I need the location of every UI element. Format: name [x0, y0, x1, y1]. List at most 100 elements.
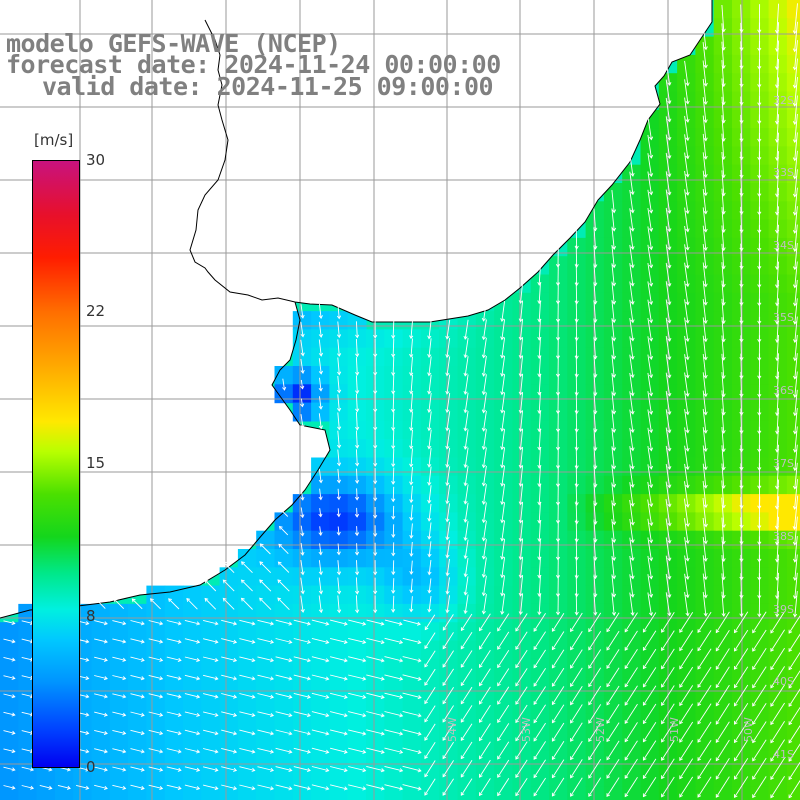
wind-arrow-head — [354, 551, 360, 556]
wind-arrow-head — [624, 683, 629, 688]
wind-arrow-head — [427, 372, 432, 377]
wind-speed-cell — [201, 658, 221, 678]
wind-speed-cell — [786, 420, 800, 440]
wind-speed-cell — [311, 512, 330, 532]
wind-speed-cell — [347, 786, 367, 800]
wind-arrow-head — [752, 794, 756, 799]
wind-arrow-head — [122, 657, 127, 662]
wind-speed-cell — [622, 622, 642, 642]
wind-arrow-head — [648, 593, 654, 598]
wind-speed-cell — [475, 384, 495, 404]
wind-arrow-head — [442, 626, 447, 631]
lat-label-33s: 33S — [773, 166, 794, 179]
wind-speed-cell — [549, 640, 568, 660]
wind-arrow-head — [570, 628, 574, 633]
wind-speed-cell — [512, 658, 532, 678]
wind-arrow-head — [685, 411, 690, 416]
wind-arrow-head — [570, 646, 574, 651]
wind-arrow-head — [792, 229, 798, 234]
wind-arrow-head — [588, 664, 592, 669]
wind-arrow — [112, 711, 126, 716]
wind-arrow — [665, 499, 671, 526]
wind-arrow-head — [417, 694, 422, 700]
wind-arrow — [697, 630, 712, 651]
wind-arrow-head — [318, 352, 324, 357]
wind-speed-cell — [512, 439, 532, 459]
wind-arrow — [184, 693, 200, 698]
wind-arrow — [794, 3, 798, 34]
wind-speed-cell — [530, 732, 550, 751]
wind-speed-cell — [530, 768, 550, 788]
wind-speed-cell — [0, 768, 19, 788]
wind-arrow — [239, 656, 255, 662]
wind-arrow-head — [355, 353, 360, 358]
wind-speed-cell — [768, 640, 788, 660]
wind-speed-cell — [256, 585, 276, 605]
wind-arrow-head — [427, 608, 432, 613]
wind-arrow — [384, 747, 403, 753]
wind-arrow-head — [792, 66, 797, 71]
wind-arrow-head — [606, 701, 611, 706]
wind-arrow — [538, 300, 541, 322]
wind-speed-cell — [585, 640, 605, 660]
wind-arrow-head — [300, 352, 305, 357]
wind-arrow-head — [177, 621, 182, 626]
wind-arrow-head — [667, 191, 672, 196]
wind-arrow — [410, 448, 413, 467]
wind-arrow-head — [739, 375, 744, 380]
wind-arrow-head — [373, 552, 378, 557]
wind-arrow — [483, 465, 487, 486]
wind-arrow-head — [685, 191, 690, 196]
wind-arrow — [575, 409, 578, 432]
wind-arrow — [721, 225, 725, 251]
wind-arrow-head — [588, 793, 592, 797]
wind-arrow — [318, 560, 322, 575]
wind-arrow-head — [500, 318, 505, 323]
wind-arrow — [337, 412, 340, 430]
wind-speed-cell — [164, 677, 184, 696]
wind-speed-cell — [677, 128, 696, 147]
wind-speed-cell — [786, 54, 800, 74]
wind-arrow — [356, 560, 358, 575]
wind-arrow — [21, 620, 34, 625]
wind-arrow-head — [611, 575, 617, 580]
wind-arrow-head — [288, 621, 293, 626]
wind-arrow-head — [318, 405, 323, 410]
wind-arrow-head — [463, 518, 468, 523]
wind-speed-cell — [420, 677, 440, 696]
wind-arrow — [202, 674, 218, 680]
wind-arrow — [793, 495, 799, 530]
wind-speed-cell — [732, 658, 751, 678]
wind-speed-cell — [457, 713, 477, 733]
wind-arrow-head — [409, 408, 414, 413]
wind-arrow-head — [661, 793, 665, 798]
wind-arrow — [21, 766, 34, 771]
wind-arrow-head — [667, 557, 672, 562]
wind-arrow — [520, 282, 524, 304]
wind-arrow — [318, 595, 322, 613]
wind-arrow-head — [463, 445, 468, 450]
wind-arrow — [647, 208, 652, 232]
wind-arrow-head — [739, 192, 744, 197]
wind-arrow — [770, 757, 785, 780]
wind-arrow — [794, 536, 798, 562]
wind-arrow-head — [588, 719, 592, 724]
wind-arrow-head — [792, 505, 797, 510]
wind-arrow-head — [792, 577, 798, 581]
wind-arrow-head — [792, 339, 798, 344]
wind-speed-cell — [366, 622, 385, 642]
wind-arrow — [715, 611, 730, 633]
wind-arrow — [21, 748, 34, 753]
wind-speed-cell — [237, 750, 257, 770]
wind-arrow-head — [233, 694, 238, 699]
wind-arrow — [148, 766, 163, 771]
wind-arrow — [611, 556, 615, 579]
wind-arrow — [497, 686, 510, 705]
wind-speed-cell — [219, 768, 239, 788]
wind-arrow — [776, 371, 779, 398]
wind-arrow-head — [103, 639, 108, 644]
wind-arrow — [629, 263, 634, 286]
wind-arrow — [575, 428, 578, 451]
wind-arrow — [647, 537, 652, 561]
wind-arrow — [483, 575, 487, 596]
